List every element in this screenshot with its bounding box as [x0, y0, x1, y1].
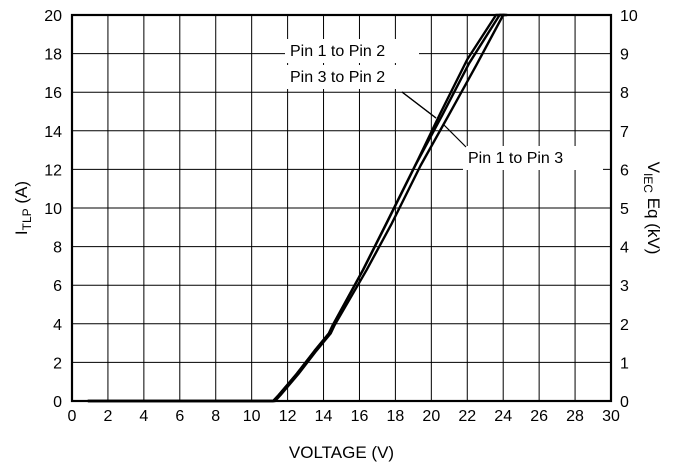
callout-leader-line	[401, 91, 437, 119]
x-tick-label: 16	[351, 408, 369, 425]
x-tick-label: 10	[243, 408, 261, 425]
x-tick-label: 8	[211, 408, 220, 425]
y-tick-label: 4	[53, 317, 62, 334]
y2-tick-label: 4	[620, 240, 629, 257]
y-tick-label: 16	[44, 85, 62, 102]
y-tick-label: 14	[44, 124, 62, 141]
y2-tick-label: 5	[620, 201, 629, 218]
y-tick-labels: 0 2 4 6 8 10 12 14 16 18 20	[44, 8, 62, 411]
x-tick-label: 30	[602, 408, 620, 425]
y-tick-label: 18	[44, 47, 62, 64]
plot-frame	[70, 13, 613, 403]
series-group	[86, 13, 508, 403]
y2-tick-label: 7	[620, 124, 629, 141]
y2-tick-label: 6	[620, 162, 629, 179]
callout-bg	[463, 146, 603, 170]
x-tick-label: 20	[422, 408, 440, 425]
x-tick-labels: 0 2 4 6 8 10 12 14 16 18 20 22 24 26 28 30	[68, 408, 620, 425]
y2-axis-title: VIEC Eq (kV)	[641, 162, 663, 255]
x-tick-label: 22	[458, 408, 476, 425]
callout-label: Pin 1 to Pin 3	[468, 150, 563, 167]
x-tick-label: 28	[566, 408, 584, 425]
series-line-2	[86, 13, 507, 403]
y2-tick-labels: 0 1 2 3 4 5 6 7 8 9 10	[620, 8, 638, 411]
x-tick-label: 4	[139, 408, 148, 425]
y-tick-label: 6	[53, 278, 62, 295]
x-tick-label: 2	[103, 408, 112, 425]
y2-tick-label: 8	[620, 85, 629, 102]
y2-tick-label: 3	[620, 278, 629, 295]
x-tick-label: 18	[387, 408, 405, 425]
callout-group: Pin 1 to Pin 2 Pin 3 to Pin 2 Pin 1 to Pin…	[285, 39, 603, 170]
callout-bg	[285, 39, 419, 63]
y2-tick-label: 10	[620, 8, 638, 25]
series-line-3	[86, 13, 508, 403]
y-tick-label: 10	[44, 201, 62, 218]
x-tick-label: 0	[68, 408, 77, 425]
y2-tick-label: 0	[620, 394, 629, 411]
callout-leader-line	[442, 123, 467, 148]
x-tick-label: 14	[315, 408, 333, 425]
y2-tick-label: 2	[620, 317, 629, 334]
callout-label: Pin 1 to Pin 2	[290, 43, 385, 60]
y2-tick-label: 9	[620, 47, 629, 64]
x-tick-label: 24	[494, 408, 512, 425]
x-axis-title: VOLTAGE (V)	[289, 443, 394, 462]
callout-label: Pin 3 to Pin 2	[290, 69, 385, 86]
y-tick-label: 0	[53, 394, 62, 411]
callout-bg	[285, 65, 419, 89]
y-axis-title: ITLP (A)	[12, 181, 34, 235]
x-tick-label: 6	[175, 408, 184, 425]
y-tick-label: 20	[44, 8, 62, 25]
y-tick-label: 8	[53, 240, 62, 257]
y2-tick-label: 1	[620, 355, 629, 372]
y-tick-label: 2	[53, 355, 62, 372]
x-tick-label: 26	[530, 408, 548, 425]
y-tick-label: 12	[44, 162, 62, 179]
x-tick-label: 12	[279, 408, 297, 425]
